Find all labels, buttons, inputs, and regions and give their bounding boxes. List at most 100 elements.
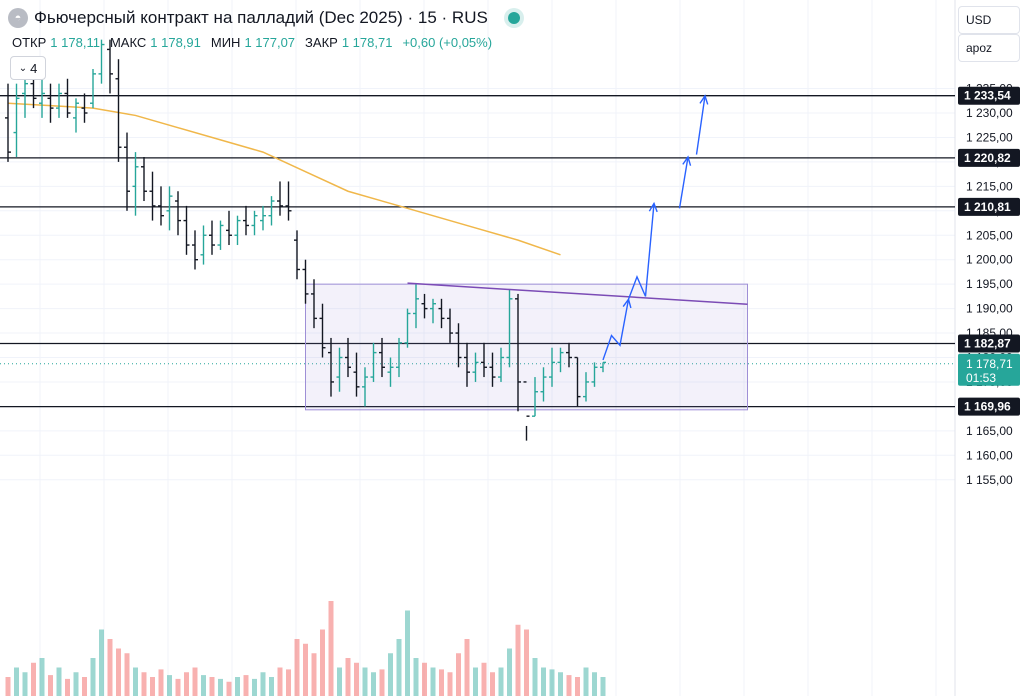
unit-button[interactable]: арoz [958, 34, 1020, 62]
ohlc-legend: ОТКР 1 178,11 МАКС 1 178,91 МИН 1 177,07 ЗА… [12, 35, 492, 50]
y-tick-label: 1 225,00 [966, 130, 1013, 144]
volume-bar [464, 639, 470, 696]
y-tick-label: 1 205,00 [966, 228, 1013, 242]
arrow-head [699, 94, 709, 105]
ohlc-bar [285, 181, 292, 221]
ohlc-bar [260, 205, 266, 231]
arrow-head [682, 155, 692, 166]
ohlc-bar [481, 342, 487, 378]
ohlc-bar [413, 284, 419, 329]
ohlc-bar [183, 205, 190, 255]
volume-bar [107, 639, 113, 696]
volume-bar [507, 648, 512, 696]
y-tick-label: 1 155,00 [966, 473, 1013, 487]
ohlc-bar [90, 68, 96, 109]
palladium-logo-icon: ◓ [8, 8, 28, 28]
volume-bar [39, 658, 45, 696]
ohlc-bar [175, 191, 181, 236]
ohlc-bar [107, 39, 113, 94]
volume-bar [243, 675, 249, 696]
forecast-arrow [678, 156, 689, 209]
volume-bar [209, 677, 215, 696]
currency-button[interactable]: USD [958, 6, 1020, 34]
volume-bar [490, 672, 495, 696]
live-status-dot-icon [507, 12, 520, 24]
ohlc-bar [600, 361, 606, 373]
ohlc-bar [319, 303, 326, 358]
level-price-label: 1 210,81 [964, 200, 1011, 214]
ohlc-bar [311, 279, 317, 329]
high-value: 1 178,91 [150, 35, 201, 50]
ohlc-bar [447, 308, 453, 343]
ohlc-bar [73, 98, 79, 133]
volume-bar [337, 667, 342, 696]
volume-bar [379, 669, 385, 696]
volume-bars [5, 601, 606, 696]
volume-bar [371, 672, 376, 696]
volume-bar [56, 667, 62, 696]
y-tick-label: 1 190,00 [966, 302, 1013, 316]
moving-average [7, 102, 561, 256]
y-tick-label: 1 200,00 [966, 253, 1013, 267]
volume-bar [201, 675, 206, 696]
high-label: МАКС [109, 35, 147, 50]
ohlc-bar [336, 347, 343, 392]
ohlc-bar [47, 83, 54, 123]
volume-bar [226, 681, 232, 696]
volume-bar [116, 648, 121, 696]
volume-bar [439, 669, 444, 696]
volume-bar [362, 667, 368, 696]
volume-bar [150, 677, 155, 696]
level-price-tag [958, 148, 1020, 167]
volume-bar [473, 667, 478, 696]
ohlc-bar [362, 367, 368, 407]
volume-bar [141, 672, 147, 696]
ohlc-bar [404, 308, 411, 348]
ohlc-bar [192, 230, 198, 270]
volume-bar [600, 677, 606, 696]
ohlc-bar [124, 132, 130, 211]
moving-average-line [7, 102, 561, 256]
volume-bar [184, 672, 189, 696]
ohlc-bar [566, 342, 572, 368]
ohlc-bar [132, 152, 139, 216]
close-value: 1 178,71 [341, 35, 393, 50]
horizontal-levels [0, 95, 955, 408]
ohlc-bar [302, 259, 309, 304]
volume-bar [303, 643, 308, 696]
ohlc-bar [234, 215, 241, 246]
volume-bar [260, 672, 266, 696]
volume-bar [99, 629, 104, 696]
volume-bar [549, 669, 555, 696]
ohlc-bar [277, 181, 283, 216]
ohlc-bar [557, 347, 564, 373]
open-label: ОТКР [12, 35, 47, 50]
volume-bar [65, 678, 70, 696]
volume-bar [447, 672, 453, 696]
volume-bar [422, 662, 427, 696]
price-bars [5, 39, 606, 441]
ohlc-bar [328, 337, 334, 397]
ohlc-bar [549, 347, 555, 387]
price-axis: 1 155,001 160,001 165,001 170,001 175,00… [966, 82, 1013, 487]
level-price-label: 1 182,87 [964, 336, 1011, 350]
y-tick-label: 1 165,00 [966, 424, 1013, 438]
chart-title: Фьючерсный контракт на палладий (Dec 202… [34, 8, 488, 27]
forecast-arrow [695, 95, 706, 155]
volume-bar [235, 677, 240, 696]
ohlc-bar [379, 337, 385, 378]
unit-label: арoz [966, 41, 993, 55]
indicators-toggle-button[interactable]: ⌄ 4 [10, 56, 46, 80]
volume-bar [158, 669, 164, 696]
ohlc-bar [158, 186, 164, 226]
arrow-head [622, 297, 632, 309]
volume-bar [5, 677, 11, 696]
ohlc-bar [166, 186, 173, 231]
level-price-label: 1 169,96 [964, 400, 1011, 414]
ohlc-bar [115, 59, 122, 162]
volume-bar [541, 667, 546, 696]
volume-bar [345, 658, 351, 696]
ohlc-bar [591, 362, 598, 387]
volume-bar [192, 667, 198, 696]
